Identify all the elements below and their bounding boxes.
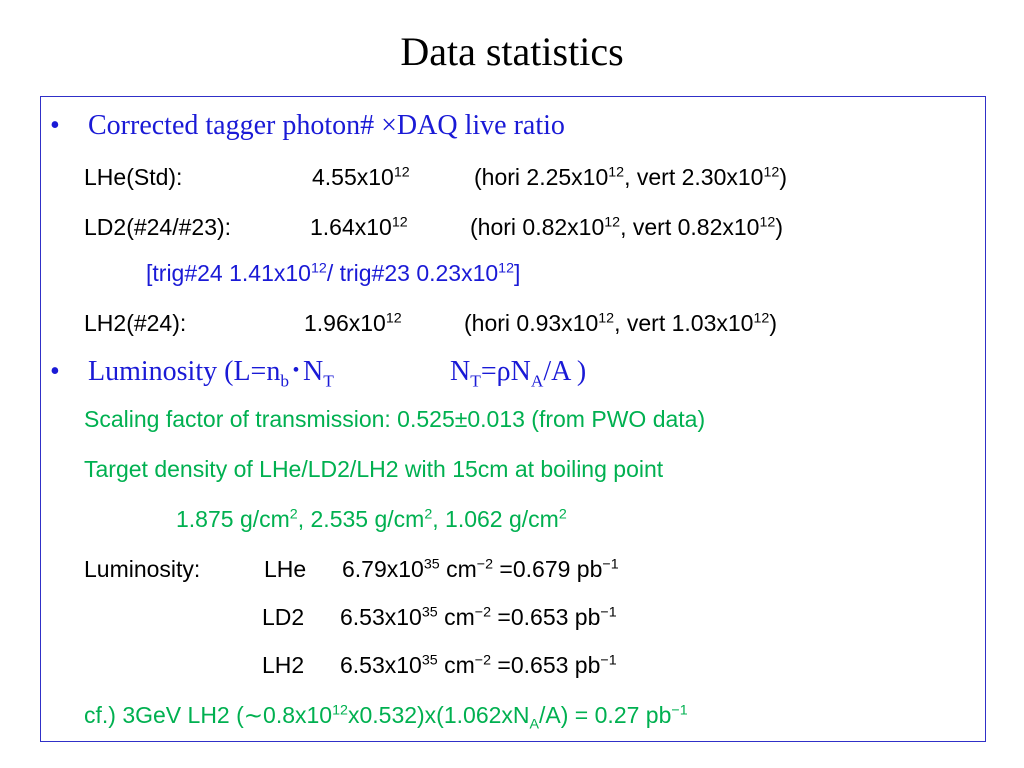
slide-title: Data statistics [400,29,624,74]
row-total: 4.55x1012 [312,164,410,190]
target-name: LD2 [262,604,305,630]
row-label: LHe(Std): [84,164,183,190]
photon-row-lhe: LHe(Std): 4.55x1012 (hori 2.25x1012, ver… [84,164,787,190]
section2-heading: • Luminosity (L=nb･NT NT=ρNA/A ) [50,356,586,390]
section1-heading: • Corrected tagger photon# ×DAQ live rat… [50,110,565,141]
luminosity-row-lhe: Luminosity: LHe 6.79x1035 cm−2 =0.679 pb… [84,556,619,582]
row-detail: (hori 2.25x1012, vert 2.30x1012) [474,164,787,190]
luminosity-label: Luminosity: [84,556,201,582]
content-frame [40,96,986,742]
row-detail: (hori 0.93x1012, vert 1.03x1012) [464,310,777,336]
target-name: LH2 [262,652,305,678]
comparison-note: cf.) 3GeV LH2 (∼0.8x1012x0.532)x(1.062xN… [84,702,688,733]
bullet: • [50,110,60,141]
row-total: 1.96x1012 [304,310,402,336]
section1-heading-text: Corrected tagger photon# ×DAQ live ratio [88,110,565,141]
row-label: LH2(#24): [84,310,187,336]
luminosity-formula: Luminosity (L=nb･NT [88,356,334,391]
photon-row-lh2: LH2(#24): 1.96x1012 (hori 0.93x1012, ver… [84,310,777,336]
target-density-formula: NT=ρNA/A ) [450,356,587,391]
row-detail: (hori 0.82x1012, vert 0.82x1012) [470,214,783,240]
target-density-line: Target density of LHe/LD2/LH2 with 15cm … [84,456,664,482]
row-label: LD2(#24/#23): [84,214,232,240]
luminosity-value: 6.79x1035 cm−2 =0.679 pb−1 [342,556,619,582]
trig-breakdown: [trig#24 1.41x1012/ trig#23 0.23x1012] [146,260,521,286]
luminosity-value: 6.53x1035 cm−2 =0.653 pb−1 [340,652,617,678]
bullet: • [50,356,60,387]
row-total: 1.64x1012 [310,214,408,240]
luminosity-value: 6.53x1035 cm−2 =0.653 pb−1 [340,604,617,630]
target-name: LHe [264,556,307,582]
scaling-factor-line: Scaling factor of transmission: 0.525±0.… [84,406,706,432]
density-values: 1.875 g/cm2, 2.535 g/cm2, 1.062 g/cm2 [176,506,567,532]
photon-row-ld2: LD2(#24/#23): 1.64x1012 (hori 0.82x1012,… [84,214,783,240]
